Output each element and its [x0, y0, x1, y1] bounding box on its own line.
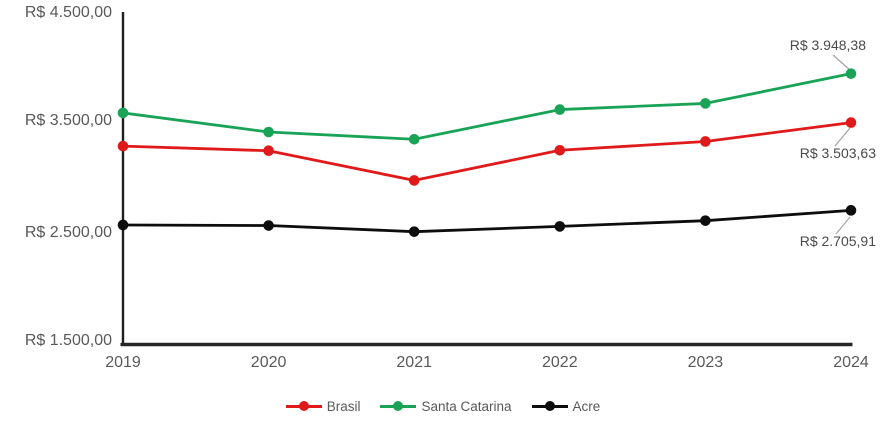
- data-label-brasil: R$ 3.503,63: [799, 145, 876, 161]
- data-label-acre: R$ 2.705,91: [799, 233, 876, 249]
- legend-dot-icon: [298, 401, 309, 411]
- legend-line-swatch: [531, 401, 568, 411]
- x-tick-label: 2020: [250, 354, 287, 371]
- x-tick-label: 2021: [396, 354, 432, 371]
- legend-dot-icon: [393, 401, 404, 411]
- x-tick-label: 2023: [687, 354, 724, 371]
- x-tick-label: 2019: [105, 354, 141, 371]
- x-tick-label: 2024: [833, 354, 869, 371]
- legend-item-brasil: Brasil: [285, 398, 361, 414]
- legend-line-swatch: [380, 401, 417, 411]
- legend-label: Acre: [572, 398, 601, 414]
- legend-label: Brasil: [326, 398, 361, 414]
- legend-label: Santa Catarina: [421, 398, 512, 414]
- chart-legend: Brasil Santa Catarina Acre: [0, 395, 886, 417]
- x-tick-label: 2022: [542, 354, 578, 371]
- legend-item-santa-catarina: Santa Catarina: [380, 398, 512, 414]
- y-tick-label: R$ 2.500,00: [24, 224, 112, 241]
- y-tick-label: R$ 4.500,00: [24, 4, 112, 21]
- legend-line-swatch: [285, 401, 322, 411]
- legend-dot-icon: [544, 401, 555, 411]
- legend-item-acre: Acre: [531, 398, 601, 414]
- data-label-santa-catarina: R$ 3.948,38: [789, 37, 866, 53]
- y-tick-label: R$ 3.500,00: [24, 112, 112, 129]
- y-tick-label: R$ 1.500,00: [24, 332, 112, 349]
